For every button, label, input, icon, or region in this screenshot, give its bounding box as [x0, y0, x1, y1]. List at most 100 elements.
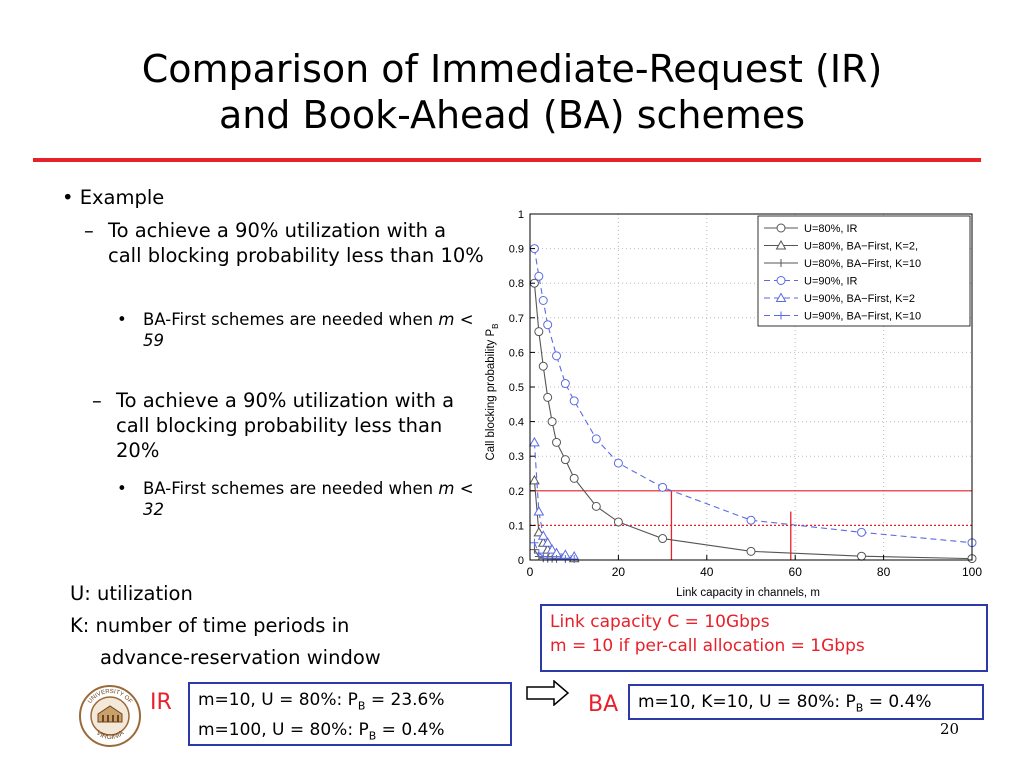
sub2-cond: < 32: [143, 479, 474, 519]
sub-bullet-2: • BA-First schemes are needed when m < 3…: [117, 478, 477, 520]
data-point: [658, 534, 668, 544]
y-tick-label: 0.3: [509, 451, 524, 463]
bullet-item-1: – To achieve a 90% utilization with a ca…: [84, 218, 484, 268]
data-point: [552, 437, 562, 447]
sub2-m: m: [438, 479, 455, 498]
data-point: [552, 554, 561, 563]
chart-ticks: 0 20 40 60 80 100 0 0.1 0.2 0.3 0.4 0.5 0.6 0.7 0.8 0.9…: [509, 209, 983, 579]
item2-text: To achieve a 90% utilization with a call…: [116, 389, 455, 462]
def-k1: K: number of time periods in: [70, 614, 350, 637]
y-tick-label: 1: [518, 209, 524, 221]
y-tick-label: 0.1: [509, 520, 524, 532]
x-tick-label: 60: [789, 565, 803, 579]
sub-bullet-1: • BA-First schemes are needed when m < 5…: [117, 309, 477, 351]
sub1-cond: < 59: [143, 310, 474, 350]
data-point: [529, 436, 540, 447]
ba-line-1: m=10, K=10, U = 80%: PB = 0.4%: [638, 692, 932, 715]
data-point: [529, 474, 540, 485]
title-divider: [33, 158, 981, 162]
sub1-m: m: [438, 310, 455, 329]
data-point: [613, 517, 623, 527]
data-point: [543, 320, 553, 330]
y-tick-label: 0.6: [509, 347, 524, 359]
svg-text:VIRGINIA: VIRGINIA: [95, 729, 126, 741]
legend-marker: [775, 292, 787, 302]
ba-label: BA: [588, 692, 619, 717]
y-tick-label: 0.4: [509, 417, 524, 429]
sub2-text: BA-First schemes are needed when: [143, 479, 434, 498]
sub1-text: BA-First schemes are needed when: [143, 310, 434, 329]
x-tick-label: 100: [962, 565, 982, 579]
data-point: [530, 545, 539, 554]
data-point: [543, 392, 553, 402]
legend-marker: [777, 259, 785, 267]
x-tick-label: 40: [700, 565, 714, 579]
data-point: [857, 527, 866, 537]
reference-lines: [530, 490, 972, 560]
data-point: [591, 434, 601, 444]
data-point: [538, 296, 548, 305]
y-tick-label: 0: [518, 555, 524, 567]
bullet-example: • Example: [62, 186, 165, 209]
data-point: [569, 473, 579, 483]
data-point: [538, 361, 548, 371]
legend-marker: [776, 223, 786, 233]
legend-label: U=90%, IR: [804, 276, 858, 288]
series-line: [533, 283, 973, 560]
data-point: [560, 455, 570, 465]
data-point: [552, 351, 562, 361]
link-capacity-box: Link capacity C = 10Gbps m = 10 if per-c…: [540, 604, 988, 672]
y-tick-label: 0.5: [509, 382, 524, 394]
legend-label: U=80%, IR: [804, 223, 858, 235]
title-line-2: and Book-Ahead (BA) schemes: [218, 93, 806, 137]
data-point: [537, 530, 549, 540]
data-point: [534, 327, 544, 337]
ir-line-1: m=10, U = 80%: PB = 23.6%: [198, 690, 445, 713]
x-tick-label: 80: [877, 565, 891, 579]
legend-marker: [777, 311, 785, 320]
y-axis-label: Call blocking probability PB: [485, 323, 500, 460]
x-axis-label: Link capacity in channels, m: [676, 587, 820, 599]
data-point: [539, 552, 548, 561]
title-line-1: Comparison of Immediate-Request (IR): [141, 47, 883, 91]
data-point: [613, 458, 623, 468]
data-point: [546, 544, 558, 554]
legend-label: U=90%, BA−First, K=10: [804, 311, 921, 323]
data-point: [569, 396, 579, 406]
page-number: 20: [940, 720, 960, 738]
data-point: [534, 549, 543, 558]
data-point: [591, 501, 601, 511]
legend-label: U=80%, BA−First, K=2,: [804, 241, 918, 253]
data-point: [530, 538, 539, 547]
link-line-1: Link capacity C = 10Gbps: [550, 612, 770, 632]
data-point: [534, 271, 544, 281]
legend-marker: [776, 276, 786, 285]
legend-label: U=90%, BA−First, K=2: [804, 293, 915, 305]
dash-marker: –: [84, 219, 94, 242]
x-tick-label: 0: [527, 565, 534, 579]
data-point: [570, 554, 579, 563]
chart-legend: U=80%, IR U=80%, BA−First, K=2, U=80%, BA−…: [757, 215, 971, 327]
data-point: [543, 554, 552, 563]
series-6: [530, 538, 579, 563]
link-line-2: m = 10 if per-call allocation = 1Gbps: [550, 636, 865, 656]
item1-text: To achieve a 90% utilization with a call…: [108, 219, 484, 267]
legend-label: U=80%, BA−First, K=10: [804, 258, 921, 270]
dot-marker: •: [117, 310, 127, 329]
ir-line-2: m=100, U = 80%: PB = 0.4%: [198, 720, 445, 743]
university-seal-icon: UNIVERSITY OF VIRGINIA: [79, 685, 141, 747]
data-point: [547, 417, 557, 427]
x-tick-label: 20: [612, 565, 626, 579]
slide-title: Comparison of Immediate-Request (IR) and…: [0, 46, 1024, 138]
right-arrow-icon: [526, 680, 570, 706]
data-point: [533, 526, 545, 537]
blocking-probability-chart: 0 20 40 60 80 100 0 0.1 0.2 0.3 0.4 0.5 0.6 0.7 0.8 0.9…: [485, 209, 983, 599]
legend-box: [757, 215, 971, 327]
legend-marker: [775, 239, 787, 250]
data-point: [533, 506, 545, 516]
definitions: U: utilization K: number of time periods…: [70, 578, 381, 674]
data-point: [560, 379, 570, 389]
def-u: U: utilization: [70, 582, 193, 605]
def-k2: advance-reservation window: [100, 646, 381, 669]
dash-marker: –: [92, 389, 102, 412]
